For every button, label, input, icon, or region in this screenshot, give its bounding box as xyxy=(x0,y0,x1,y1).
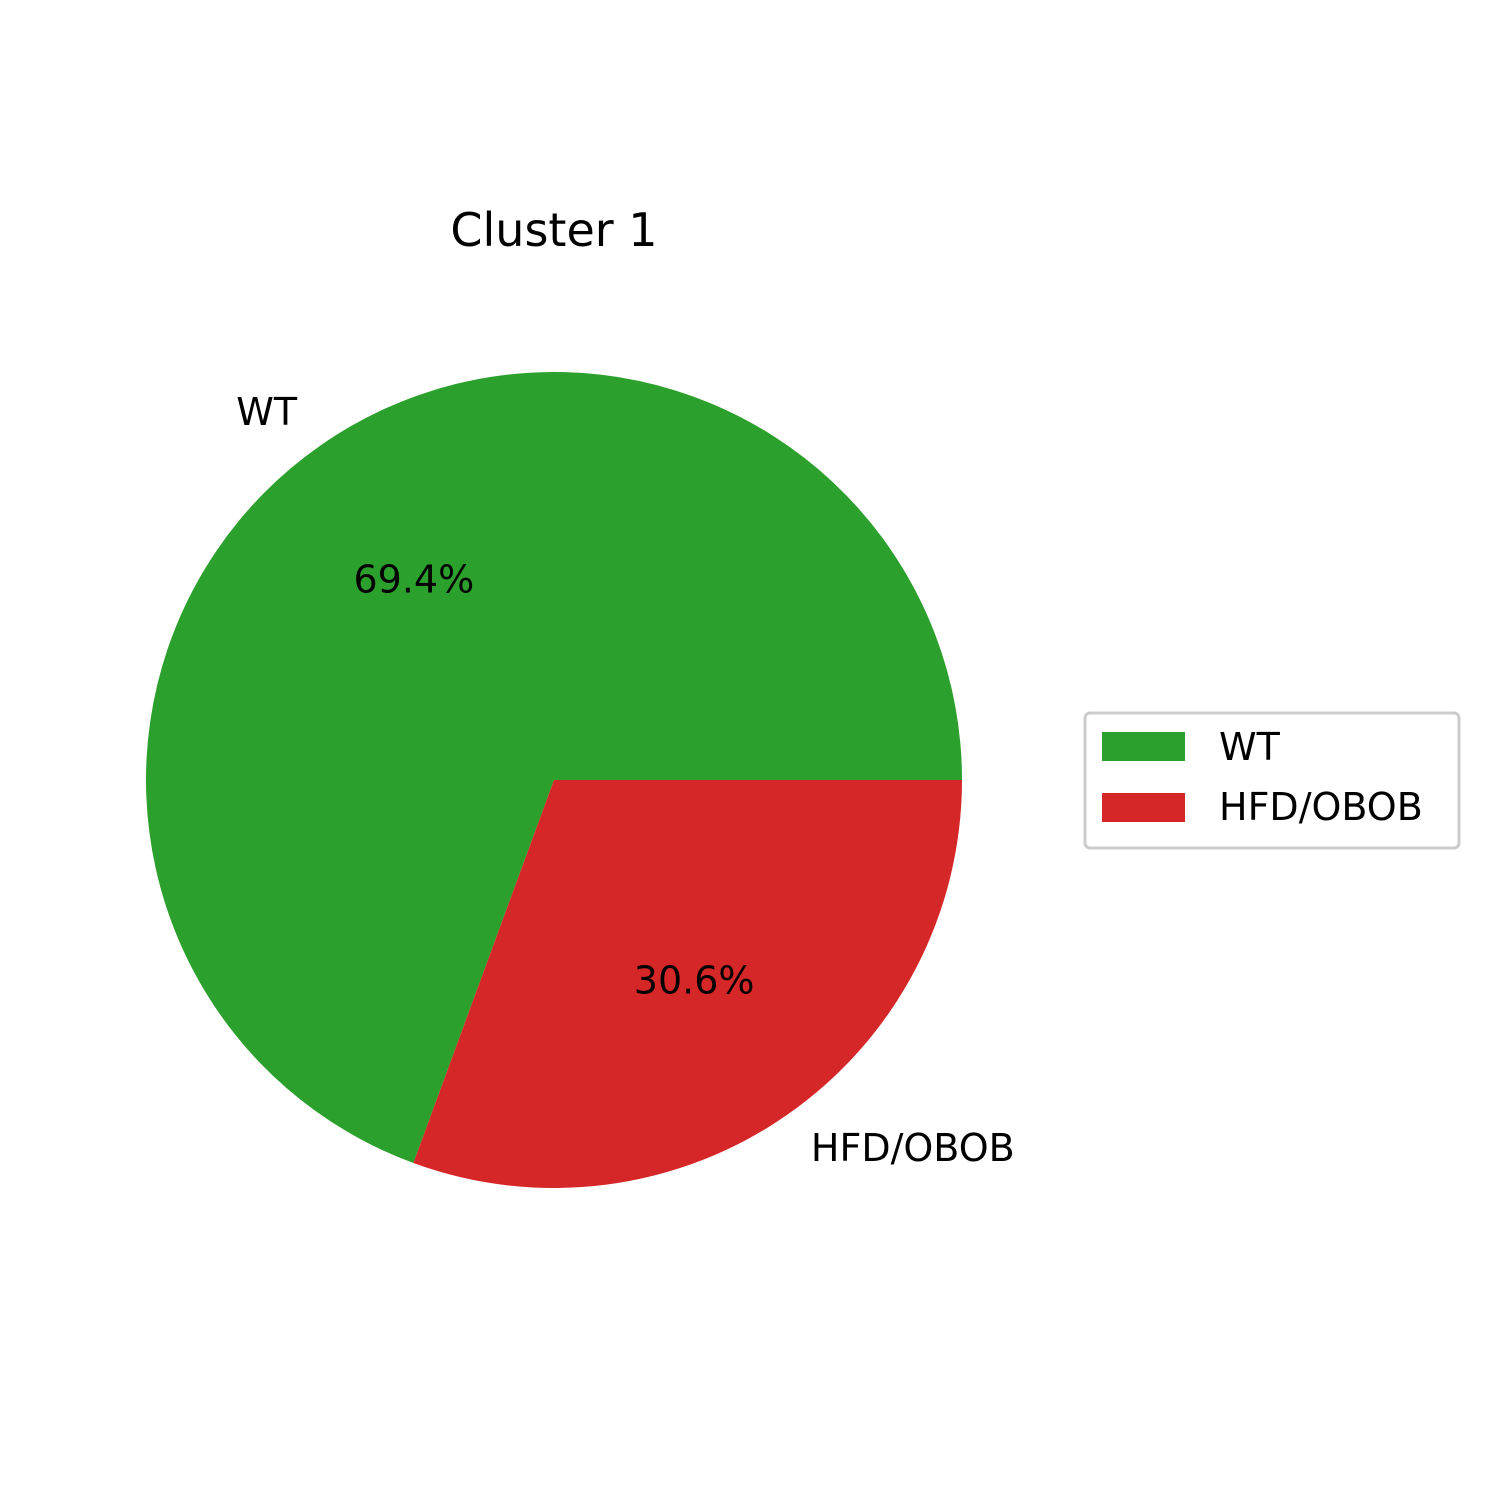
pie-category-label-wt: WT xyxy=(236,390,298,434)
pie-labels: 69.4% WT 30.6% HFD/OBOB xyxy=(236,390,1014,1170)
legend: WT HFD/OBOB xyxy=(1083,711,1461,850)
chart-title: Cluster 1 xyxy=(450,203,657,257)
pie-pct-label-hfd-obob: 30.6% xyxy=(634,959,755,1003)
legend-swatch-hfd-obob xyxy=(1102,793,1185,822)
legend-label-hfd-obob: HFD/OBOB xyxy=(1219,785,1423,829)
pie-slice-wt xyxy=(146,372,963,1164)
legend-swatch-wt xyxy=(1102,732,1185,761)
pie-pct-label-wt: 69.4% xyxy=(354,557,475,601)
pie-slice-hfd-obob xyxy=(413,780,962,1188)
legend-label-wt: WT xyxy=(1219,725,1281,769)
pie-slices xyxy=(146,372,963,1188)
pie-category-label-hfd-obob: HFD/OBOB xyxy=(811,1126,1015,1170)
